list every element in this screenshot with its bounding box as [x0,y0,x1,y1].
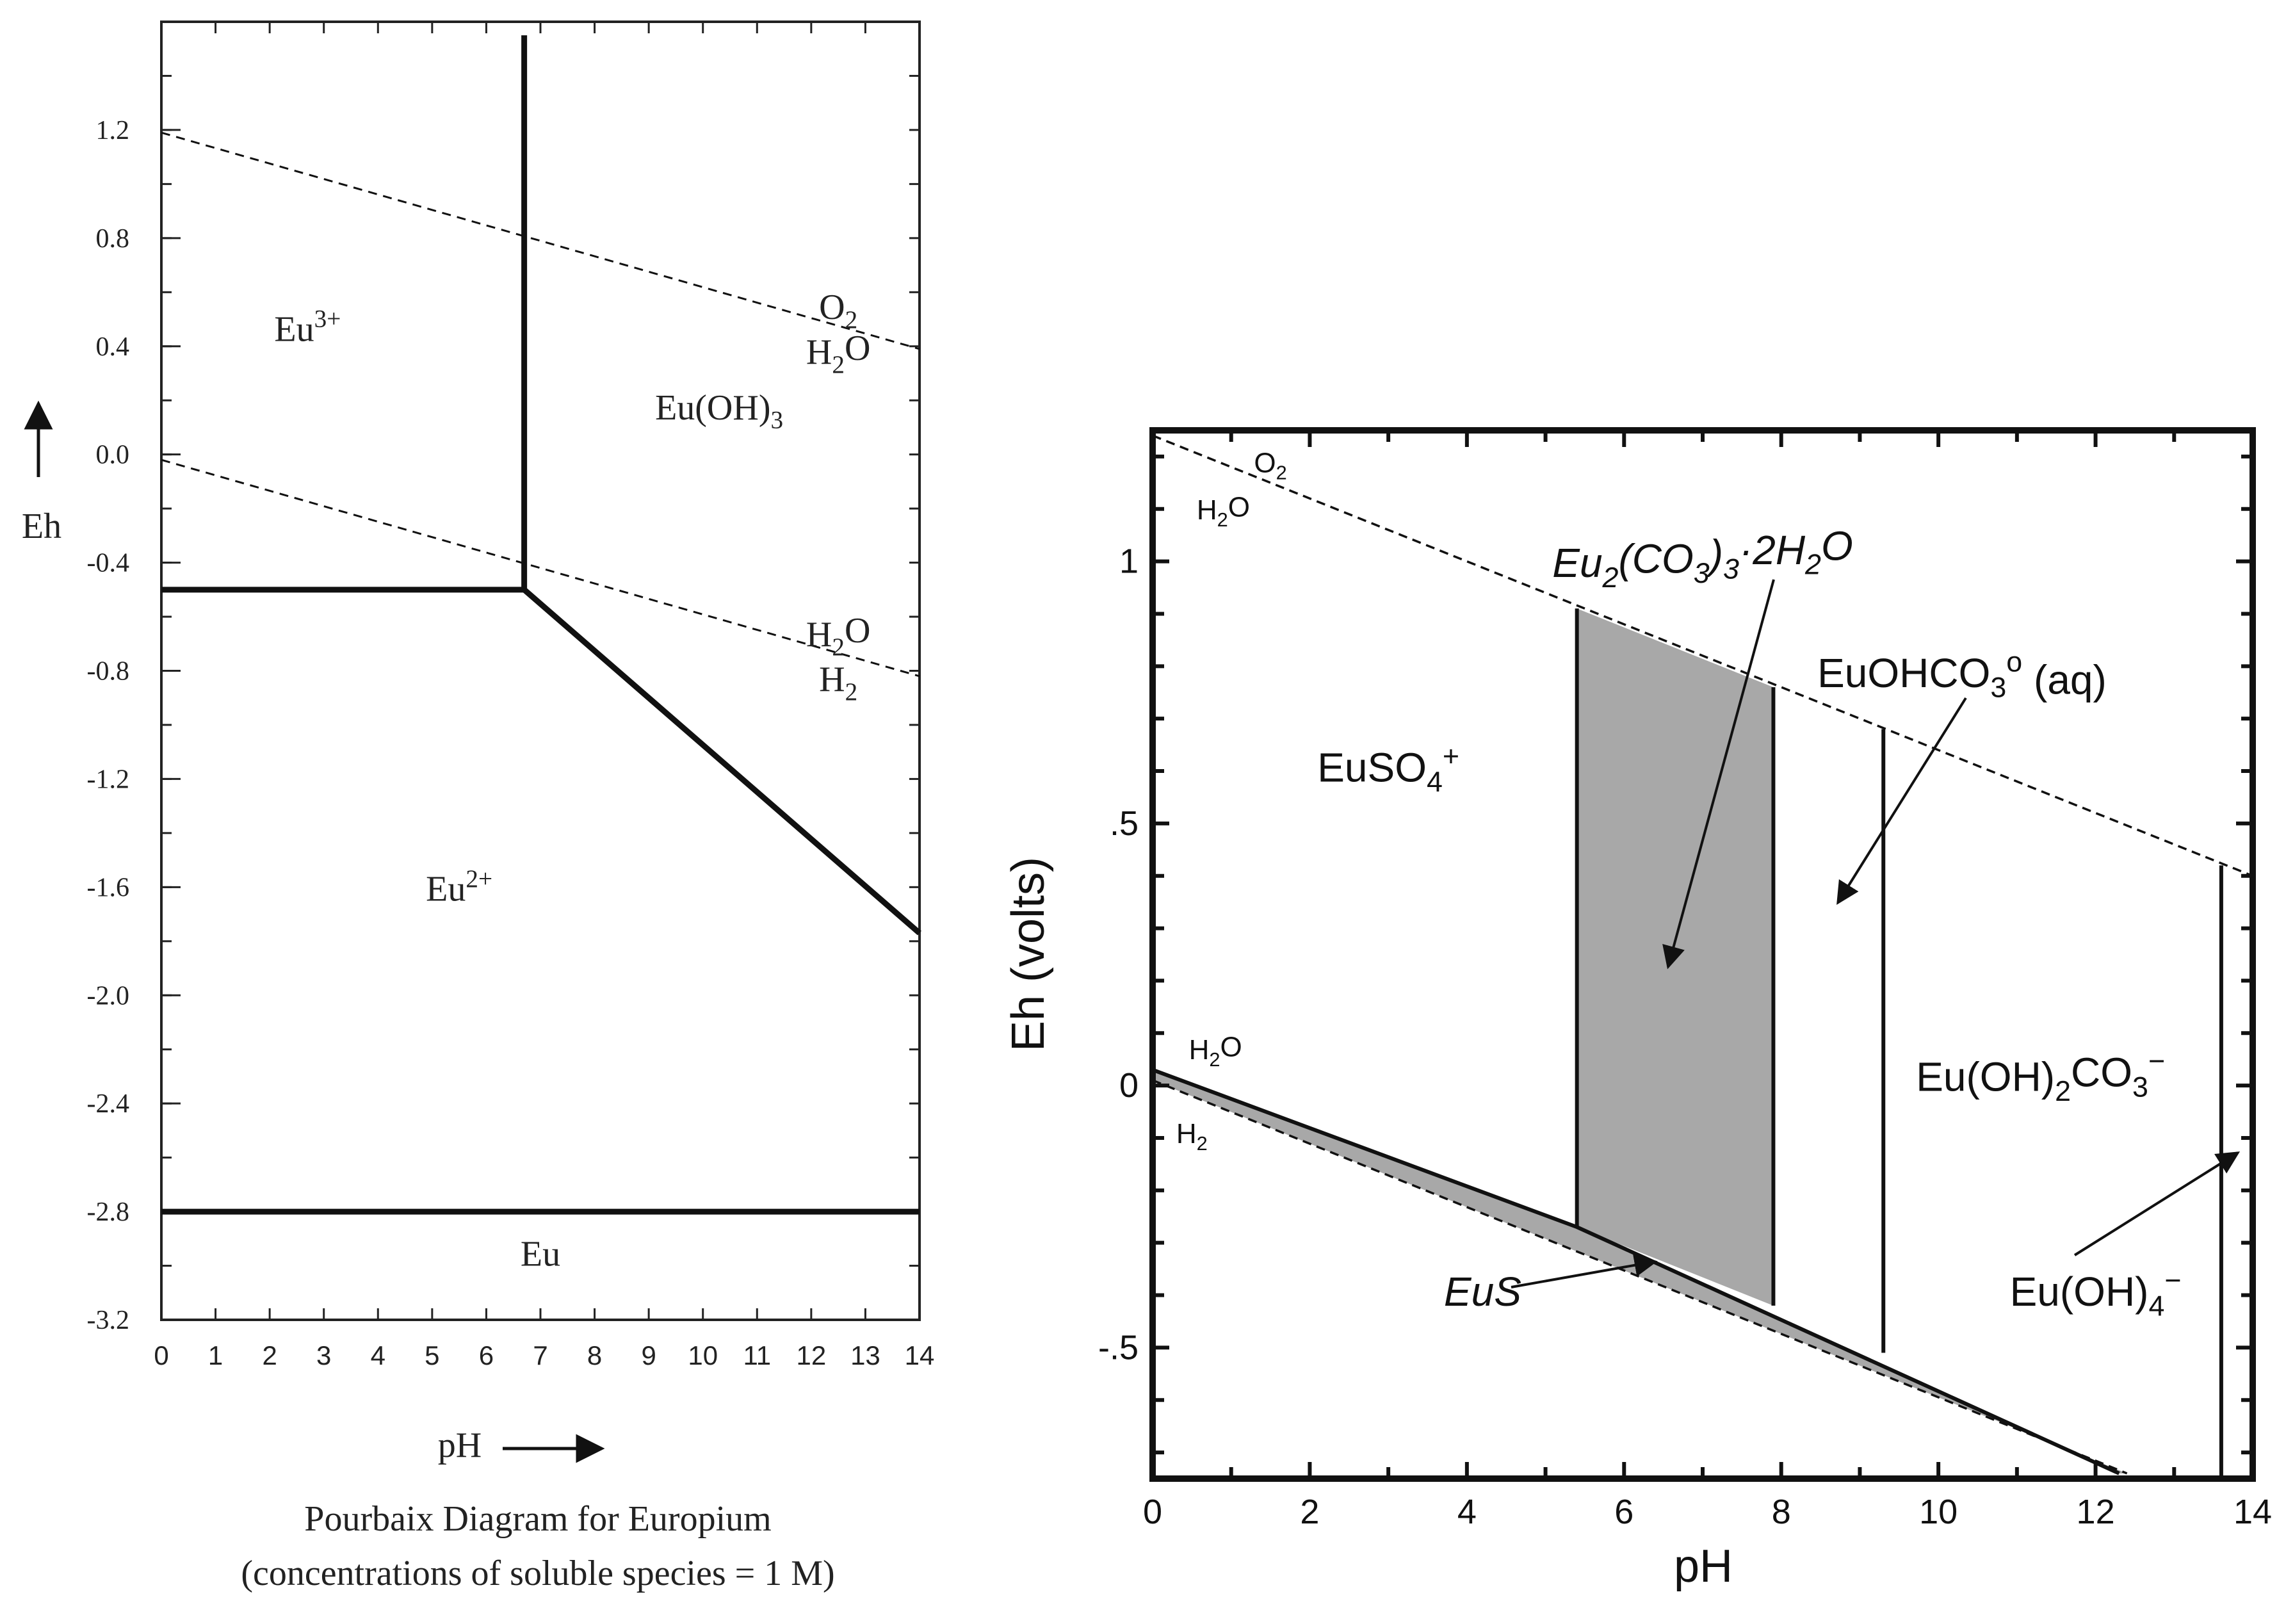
left-y-tick-label: 1.2 [96,116,130,145]
left-x-tick-label: 3 [316,1340,331,1370]
left-y-tick-label: -1.2 [87,765,130,794]
right-x-tick-label: 14 [2233,1493,2272,1531]
left-plot-frame [160,20,921,1321]
right-boundaries [1151,434,2253,1479]
left-y-tick-label: 0.4 [96,332,130,362]
left-x-tick-label: 7 [533,1340,547,1370]
left-region-eu: Eu [521,1235,560,1274]
right-x-tick-label: 8 [1772,1493,1791,1531]
right-ticks: 0 2 4 6 8 10 12 14 1 .5 0 -.5 [1098,430,2272,1531]
left-x-axis-label: pH [438,1425,482,1465]
right-region-eus: EuS [1444,1269,1521,1315]
left-x-tick-label: 12 [796,1340,826,1370]
arrow-euohco3 [1836,697,1967,905]
right-region-eu2-co3-3-2h2o: Eu2(CO3)3·2H2O [1552,523,1853,594]
right-y-tick-label: 1 [1119,542,1139,581]
left-boundaries [161,35,921,1215]
left-water-stability-line [161,459,920,678]
right-x-tick-label: 6 [1614,1493,1633,1531]
left-y-axis-label: Eh [22,507,61,546]
left-x-tick-label: 10 [688,1340,718,1370]
left-pourbaix-chart: 0 1 2 3 4 5 6 7 8 9 10 11 12 13 141.20.80.40.0-0.4-0.8… [22,20,935,1593]
left-line-label-bottom: H2 [819,660,857,706]
right-x-tick-label: 12 [2077,1493,2115,1531]
left-region-eu3-: Eu3+ [274,305,341,350]
left-region-labels: Eu3+ Eu(OH)3 Eu2+ Eu [274,305,783,1274]
left-ticks: 0 1 2 3 4 5 6 7 8 9 10 11 12 13 141.20.80.40.0-0.4-0.8… [87,20,935,1370]
left-x-tick-label: 9 [641,1340,656,1370]
left-y-tick-label: 0.0 [96,441,130,470]
left-y-tick-label: -1.6 [87,873,130,902]
right-x-tick-label: 2 [1300,1493,1319,1531]
left-x-tick-label: 13 [850,1340,880,1370]
right-x-tick-label: 0 [1143,1493,1162,1531]
left-x-tick-label: 14 [905,1340,935,1370]
left-x-tick-label: 6 [479,1340,494,1370]
left-x-tick-label: 8 [587,1340,602,1370]
left-x-tick-label: 5 [425,1340,439,1370]
left-x-tick-label: 0 [154,1340,168,1370]
right-line-label: H2O [1189,1032,1242,1071]
right-shaded-eu2co33 [1577,608,1774,1306]
right-line-label: H2 [1176,1118,1208,1155]
right-region-eu-oh-4-: Eu(OH)4− [2010,1264,2182,1322]
left-line-label-top: O2 [819,288,857,334]
right-line-label: H2O [1197,492,1250,531]
arrow-eus [1511,1253,1658,1288]
left-region-eu-oh-3: Eu(OH)3 [655,388,783,434]
right-x-tick-label: 4 [1457,1493,1477,1531]
right-water-stability-line [1152,434,2253,877]
left-y-tick-label: -0.4 [87,549,130,578]
left-region-eu2-: Eu2+ [426,865,492,909]
arrow-euoh4 [2073,1151,2241,1256]
left-y-tick-label: 0.8 [96,224,130,254]
arrow-carbonate-solid [1662,579,1775,970]
right-line-label: O2 [1254,447,1286,483]
right-region-euohco3-aq-: EuOHCO3o (aq) [1817,646,2107,703]
left-caption-title: Pourbaix Diagram for Europium [304,1499,771,1539]
left-water-stability-line [161,131,920,350]
right-region-labels: EuSO4+ EuOHCO3o (aq) Eu(OH)2CO3− Eu(OH)4− Eu… [1317,523,2181,1322]
left-x-tick-label: 1 [208,1340,223,1370]
right-y-axis-label: Eh (volts) [1003,857,1054,1052]
right-y-tick-label: -.5 [1098,1328,1139,1367]
left-y-tick-label: -0.8 [87,657,130,686]
left-x-tick-label: 2 [262,1340,277,1370]
right-x-axis-label: pH [1674,1541,1733,1592]
right-shaded-regions [1153,608,2127,1474]
left-y-tick-label: -2.0 [87,981,130,1011]
right-y-tick-label: .5 [1110,804,1139,843]
left-caption-subtitle: (concentrations of soluble species = 1 M… [241,1554,834,1593]
left-y-tick-label: -2.4 [87,1089,130,1119]
left-y-tick-label: -3.2 [87,1306,130,1335]
left-line-label-bottom: H2O [806,329,871,378]
right-region-eu-oh-2co3-: Eu(OH)2CO3− [1916,1045,2165,1107]
right-y-tick-label: 0 [1119,1066,1139,1105]
left-phase-boundary [522,587,921,936]
right-water-stability-line [1152,1079,2128,1475]
right-x-tick-label: 10 [1919,1493,1958,1531]
left-x-tick-label: 4 [371,1340,385,1370]
right-pourbaix-chart: 0 2 4 6 8 10 12 141.50-.5 EuSO4+EuOHCO3o (aq)Eu… [1003,427,2272,1592]
left-line-label-top: H2O [806,611,871,661]
left-x-tick-label: 11 [743,1340,771,1370]
left-y-tick-label: -2.8 [87,1198,130,1227]
right-region-euso4-: EuSO4+ [1317,740,1459,798]
